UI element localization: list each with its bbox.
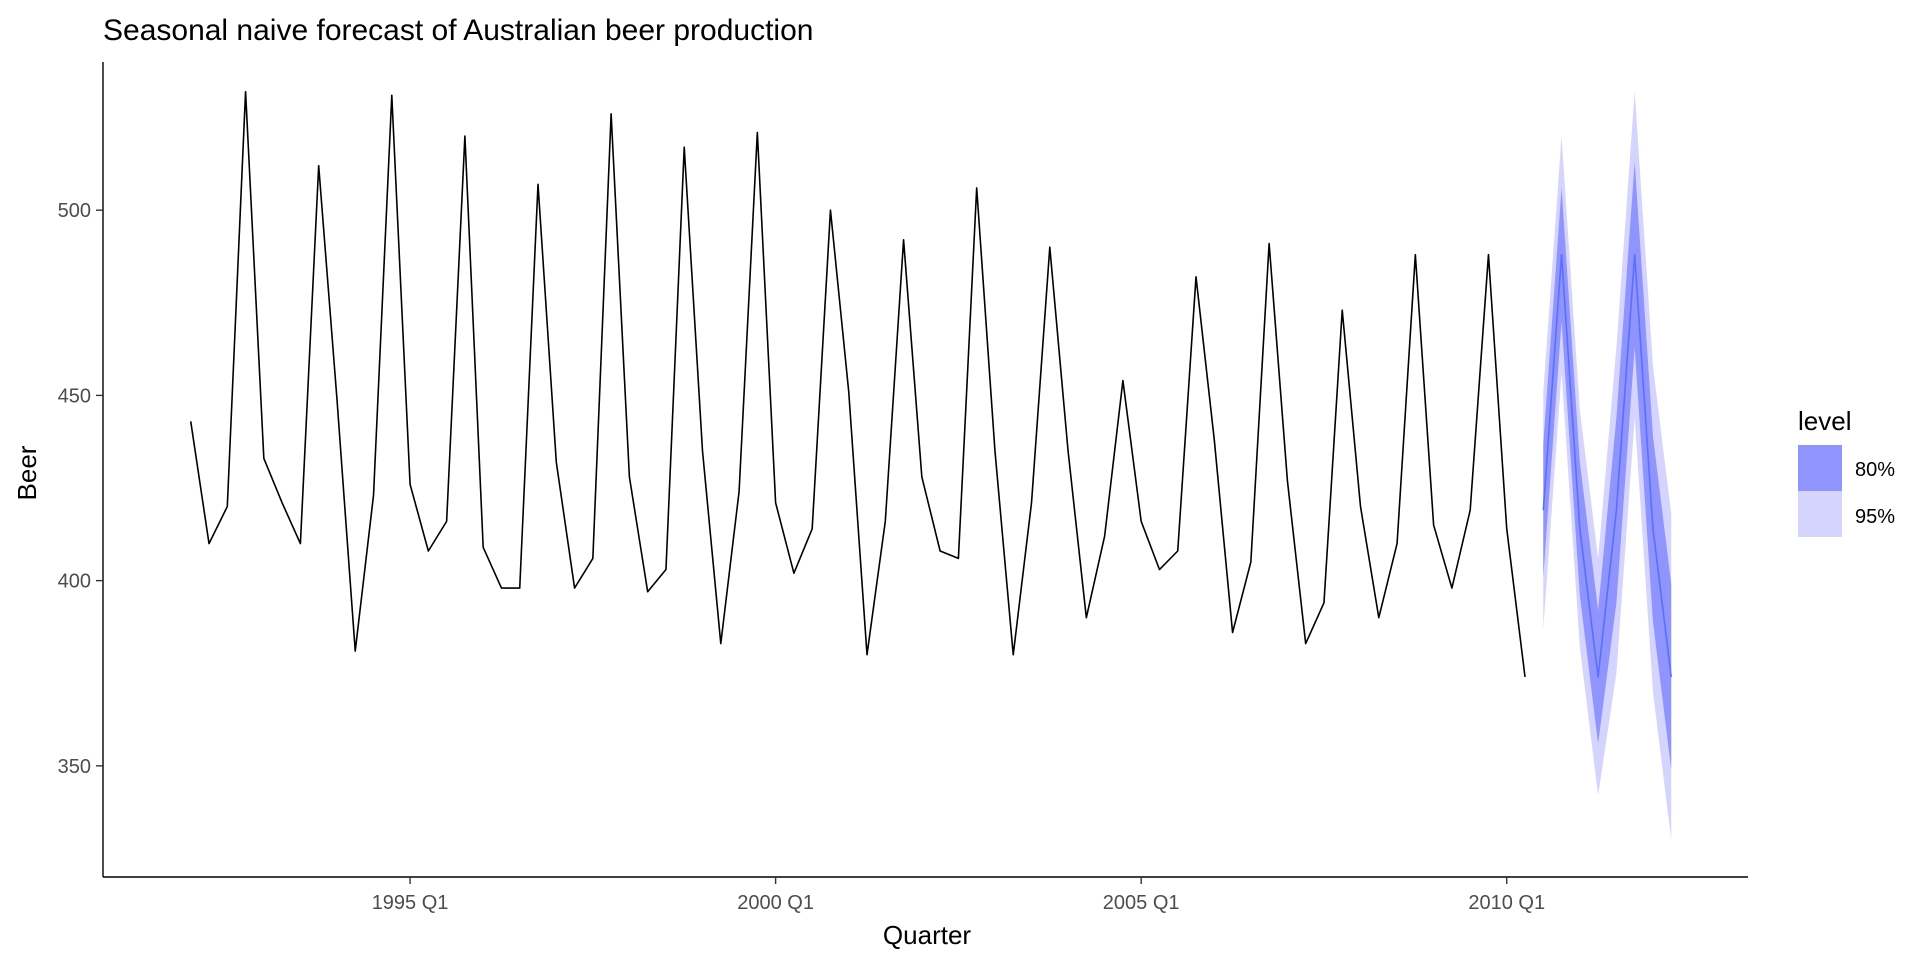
forecast-mean-line (1542, 253, 1673, 678)
y-axis-ticks: 350 400 450 500 (58, 200, 103, 778)
x-axis-ticks: 1995 Q1 2000 Q1 2005 Q1 2010 Q1 (372, 877, 1545, 914)
legend-label-95: 95% (1855, 506, 1895, 528)
y-tick-label: 500 (58, 200, 91, 222)
y-tick-label: 400 (58, 571, 91, 593)
x-axis-title: Quarter (883, 920, 971, 950)
x-tick-label: 2005 Q1 (1103, 892, 1180, 914)
y-tick-label: 350 (58, 756, 91, 778)
x-tick-label: 2000 Q1 (737, 892, 814, 914)
legend-title: level (1798, 406, 1851, 436)
legend: level 80% 95% (1798, 406, 1895, 537)
legend-key-80 (1798, 445, 1842, 491)
x-tick-label: 1995 Q1 (372, 892, 449, 914)
history-series-line (189, 90, 1526, 678)
plot-area (189, 90, 1673, 840)
legend-label-80: 80% (1855, 459, 1895, 481)
y-tick-label: 450 (58, 385, 91, 407)
x-tick-label: 2010 Q1 (1468, 892, 1545, 914)
chart-title: Seasonal naive forecast of Australian be… (103, 14, 813, 47)
forecast-bands (1543, 91, 1672, 840)
y-axis-title: Beer (12, 445, 42, 500)
legend-key-95 (1798, 491, 1842, 537)
